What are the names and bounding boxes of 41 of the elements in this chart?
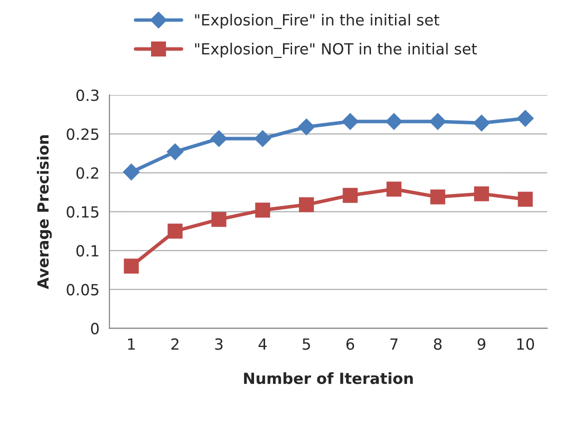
legend-label: "Explosion_Fire" in the initial set (195, 14, 440, 29)
y-tick-label: 0.1 (76, 245, 98, 257)
point (124, 258, 139, 274)
point (430, 189, 446, 204)
point (518, 192, 533, 207)
x-tick-label: 3 (215, 338, 223, 350)
point (254, 130, 272, 147)
point (122, 164, 140, 180)
y-tick-label: 0.15 (66, 206, 98, 218)
y-tick-label: 0.2 (76, 167, 98, 179)
point (168, 224, 183, 239)
point (342, 188, 358, 203)
x-tick-label: 4 (258, 338, 267, 350)
x-tick-label: 10 (517, 338, 534, 350)
y-tick-label: 0.25 (66, 128, 98, 140)
point (474, 186, 489, 202)
point (516, 110, 534, 127)
x-tick-label: 7 (390, 338, 398, 350)
point (386, 182, 402, 197)
x-tick-label: 1 (128, 338, 135, 350)
x-tick-label: 8 (434, 338, 442, 350)
point (342, 113, 359, 130)
x-axis-title: Number of Iteration (244, 372, 413, 384)
x-tick-label: 2 (171, 338, 178, 350)
point (473, 114, 490, 132)
x-tick-label: 5 (302, 338, 310, 350)
point (255, 202, 270, 218)
y-tick-label: 0.05 (66, 284, 98, 296)
point (298, 197, 314, 212)
point (298, 118, 315, 136)
y-tick-label: 0 (91, 322, 99, 334)
y-axis-title: Average Precision (36, 135, 52, 290)
point (429, 113, 446, 130)
y-tick-label: 0.3 (76, 90, 98, 102)
x-tick-label: 6 (346, 338, 354, 350)
legend-label: "Explosion_Fire" NOT in the initial set (195, 42, 477, 58)
point (210, 130, 228, 147)
point (211, 212, 226, 227)
point (166, 143, 184, 160)
x-tick-label: 9 (478, 338, 486, 350)
point (386, 113, 402, 130)
